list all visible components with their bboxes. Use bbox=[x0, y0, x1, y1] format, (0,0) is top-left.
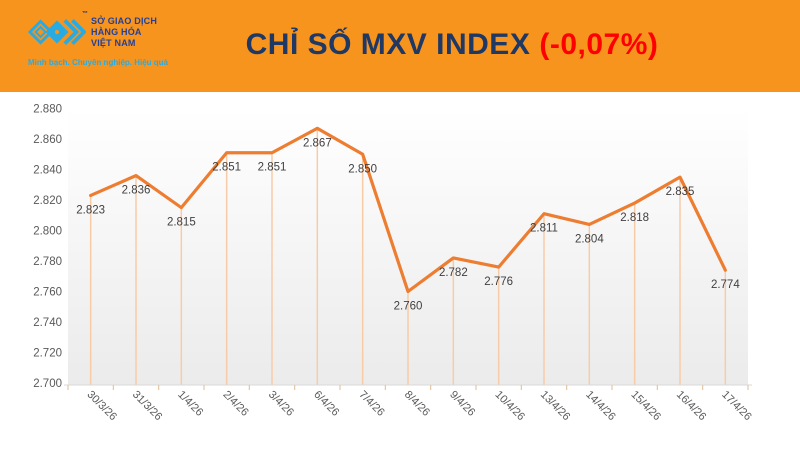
logo-row: ™ SỞ GIAO DỊCH HÀNG HÓA VIỆT NAM bbox=[27, 9, 188, 55]
mxv-index-line-chart: 2.823 2.836 2.815 2.851 2.851 2.867 2.850 2.760… bbox=[33, 104, 753, 424]
x-axis-category-label: 17/4/26 bbox=[719, 389, 753, 423]
y-axis-tick-label: 2.760 bbox=[33, 287, 62, 299]
x-axis-category-label: 7/4/26 bbox=[357, 389, 387, 419]
point-value-label: 2.850 bbox=[348, 163, 377, 175]
title-index-name: CHỈ SỐ MXV INDEX bbox=[245, 28, 531, 61]
header: ™ SỞ GIAO DỊCH HÀNG HÓA VIỆT NAM Minh bạ… bbox=[0, 0, 800, 92]
point-value-label: 2.836 bbox=[122, 185, 151, 197]
trademark-symbol: ™ bbox=[82, 11, 88, 17]
mxv-index-series-line bbox=[89, 126, 727, 294]
x-axis-category-label: 9/4/26 bbox=[447, 389, 477, 419]
point-value-label: 2.776 bbox=[484, 276, 513, 288]
y-axis-tick-label: 2.880 bbox=[33, 104, 62, 116]
logo-org-line-2: HÀNG HÓA bbox=[91, 26, 142, 37]
point-value-label: 2.774 bbox=[711, 279, 740, 291]
point-value-label: 2.818 bbox=[620, 212, 649, 224]
x-axis-category-label: 15/4/26 bbox=[629, 389, 663, 423]
title-change-percent: (-0,07%) bbox=[539, 28, 659, 61]
y-axis-tick-label: 2.780 bbox=[33, 256, 62, 268]
point-value-label: 2.823 bbox=[76, 204, 105, 216]
y-axis-tick-label: 2.820 bbox=[33, 195, 62, 207]
y-axis-tick-label: 2.800 bbox=[33, 226, 62, 238]
point-value-label: 2.760 bbox=[394, 301, 423, 313]
x-axis-category-label: 2/4/26 bbox=[221, 389, 251, 419]
point-value-label: 2.811 bbox=[530, 223, 558, 235]
logo-org-name: SỞ GIAO DỊCH HÀNG HÓA VIỆT NAM bbox=[91, 16, 157, 49]
mxv-logo: ™ SỞ GIAO DỊCH HÀNG HÓA VIỆT NAM Minh bạ… bbox=[27, 9, 188, 67]
x-axis-category-label: 14/4/26 bbox=[583, 389, 617, 423]
point-value-label: 2.782 bbox=[439, 267, 468, 279]
point-value-label: 2.804 bbox=[575, 233, 604, 245]
point-value-label: 2.867 bbox=[303, 137, 332, 149]
point-value-label: 2.851 bbox=[258, 162, 287, 174]
mxv-logo-icon: ™ bbox=[27, 9, 88, 55]
logo-tagline: Minh bạch. Chuyên nghiệp. Hiệu quả bbox=[28, 58, 169, 67]
x-axis-category-label: 10/4/26 bbox=[493, 389, 527, 423]
x-axis-category-label: 30/3/26 bbox=[85, 389, 119, 423]
x-axis-category-label: 6/4/26 bbox=[311, 389, 341, 419]
page-title: CHỈ SỐ MXV INDEX (-0,07%) bbox=[246, 28, 659, 62]
x-axis-category-label: 16/4/26 bbox=[674, 389, 708, 423]
x-axis-category-label: 13/4/26 bbox=[538, 389, 572, 423]
y-axis-tick-label: 2.840 bbox=[33, 165, 62, 177]
point-value-label: 2.815 bbox=[167, 217, 196, 229]
x-axis-category-label: 8/4/26 bbox=[402, 389, 432, 419]
y-axis-tick-label: 2.700 bbox=[33, 378, 62, 390]
x-axis-category-label: 31/3/26 bbox=[130, 389, 164, 423]
y-axis-tick-label: 2.740 bbox=[33, 317, 62, 329]
point-value-label: 2.835 bbox=[666, 186, 695, 198]
logo-org-line-3: VIỆT NAM bbox=[91, 37, 136, 48]
point-value-label: 2.851 bbox=[212, 162, 241, 174]
y-axis-tick-label: 2.860 bbox=[33, 134, 62, 146]
x-axis-category-label: 3/4/26 bbox=[266, 389, 296, 419]
y-axis-tick-label: 2.720 bbox=[33, 348, 62, 360]
x-axis-category-label: 1/4/26 bbox=[175, 389, 205, 419]
logo-org-line-1: SỞ GIAO DỊCH bbox=[91, 15, 158, 26]
